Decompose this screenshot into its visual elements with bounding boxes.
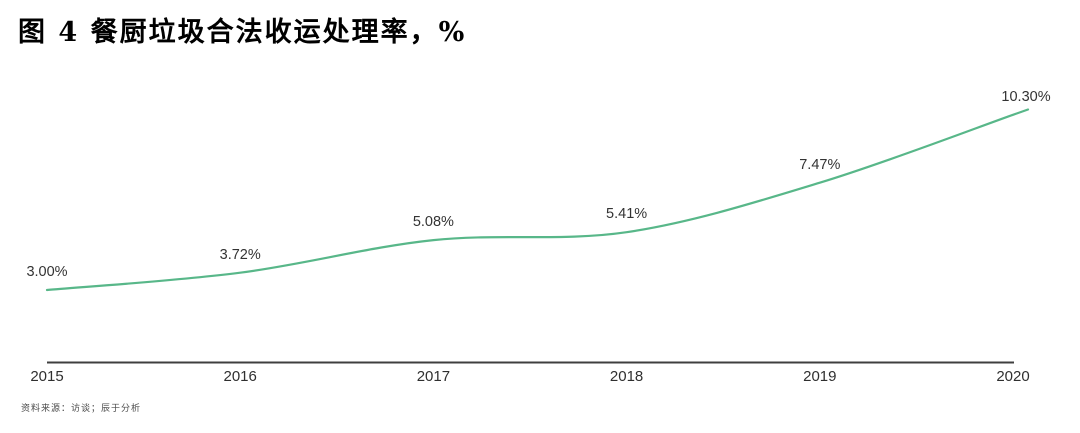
source-note: 资料来源：访谈；辰于分析 <box>21 404 142 414</box>
data-label: 7.47% <box>799 156 841 173</box>
x-axis-tick-label: 2020 <box>996 368 1030 385</box>
x-axis-tick-label: 2015 <box>30 368 64 385</box>
x-axis-tick-label: 2018 <box>609 368 644 385</box>
series-line <box>45 108 1030 292</box>
x-axis-tick-label: 2019 <box>803 368 837 385</box>
data-label: 3.72% <box>219 246 261 263</box>
figure-title: 图 4 餐厨垃圾合法收运处理率，% <box>18 17 467 48</box>
data-label: 3.00% <box>26 264 68 280</box>
data-label: 5.41% <box>606 206 648 223</box>
x-axis-tick-label: 2016 <box>223 368 257 385</box>
x-axis-tick-label: 2017 <box>416 368 451 385</box>
data-label: 10.30% <box>1001 88 1051 105</box>
data-label: 5.08% <box>412 214 454 231</box>
